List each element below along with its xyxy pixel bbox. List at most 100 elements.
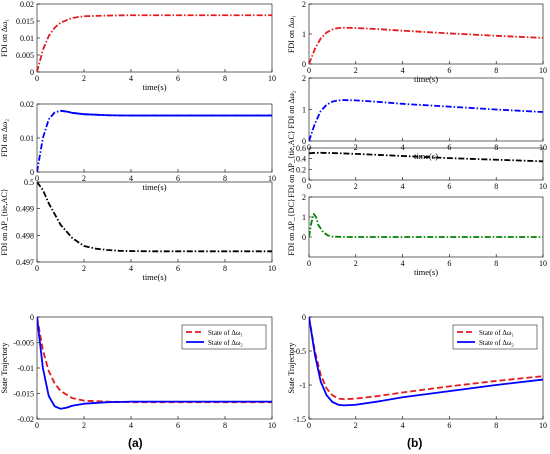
x-tick-label: 4 — [129, 264, 133, 273]
x-axis-label: time(s) — [414, 267, 438, 277]
y-tick-label: -1.5 — [293, 415, 306, 424]
series-line-1 — [309, 26, 543, 64]
y-tick-label: -0.5 — [293, 347, 306, 356]
x-axis-label: time(s) — [414, 151, 438, 161]
x-tick-label: 6 — [447, 259, 451, 268]
y-axis-label: FDI on ΔP_{tie,AC} — [287, 130, 296, 197]
y-tick-label: 1 — [302, 106, 306, 115]
x-tick-label: 6 — [176, 421, 180, 430]
legend-box — [181, 324, 267, 350]
y-tick-label: 1 — [302, 213, 306, 222]
y-tick-label: 0.499 — [16, 205, 34, 214]
x-tick-label: 8 — [223, 174, 227, 183]
y-tick-label: 0 — [302, 176, 306, 185]
x-tick-label: 8 — [494, 143, 498, 152]
plot-frame — [308, 196, 544, 258]
x-tick-label: 2 — [82, 174, 86, 183]
series-line-state-of-δω₁ — [309, 317, 543, 401]
y-tick-label: 0.01 — [20, 34, 34, 43]
y-axis-label: FDI on Δω₁ — [0, 19, 9, 57]
plot-frame — [308, 3, 544, 65]
y-tick-label: 0.2 — [296, 165, 306, 174]
y-axis-label: FDI on Δω₁ — [287, 15, 296, 53]
x-tick-label: 0 — [307, 66, 311, 75]
x-tick-label: 6 — [176, 264, 180, 273]
legend-label: State of Δω₂ — [208, 339, 243, 347]
panel-label-b: (b) — [407, 436, 423, 450]
x-tick-label: 4 — [129, 174, 133, 183]
y-axis-label: FDI on Δω₂ — [0, 119, 9, 157]
y-axis-label: State Trajectory — [0, 343, 9, 394]
chart-a1: 0 2 4 6 8 10 0 0.005 0.01 0.015 0.02 time(s) FDI on … — [0, 0, 276, 92]
x-tick-label: 6 — [447, 143, 451, 152]
chart-a4: 0 2 4 6 8 10 0 -0.005 -0.01 -0.015 -0.02 State Traj… — [0, 313, 276, 430]
x-tick-label: 6 — [447, 182, 451, 191]
x-tick-label: 0 — [307, 182, 311, 191]
y-axis-label: State Trajectory — [287, 343, 296, 394]
x-axis-label: time(s) — [414, 74, 438, 84]
y-tick-label: 2 — [302, 193, 306, 202]
x-tick-label: 4 — [401, 66, 405, 75]
x-tick-label: 8 — [223, 421, 227, 430]
x-tick-label: 6 — [447, 66, 451, 75]
y-tick-label: 0.498 — [16, 231, 34, 240]
legend-label: State of Δω₁ — [479, 329, 514, 337]
x-tick-label: 8 — [223, 264, 227, 273]
legend-label: State of Δω₂ — [479, 339, 514, 347]
x-tick-label: 10 — [268, 74, 276, 83]
y-tick-label: 2 — [302, 0, 306, 9]
y-tick-label: -0.02 — [17, 415, 34, 424]
series-line-1 — [309, 213, 543, 238]
y-tick-label: -0.005 — [13, 339, 34, 348]
x-tick-label: 4 — [129, 421, 133, 430]
series-line-1 — [37, 14, 272, 72]
x-tick-label: 2 — [354, 421, 358, 430]
x-tick-label: 0 — [35, 74, 39, 83]
plot-frame — [36, 3, 273, 73]
x-tick-label: 2 — [354, 182, 358, 191]
y-tick-label: 0.497 — [16, 258, 34, 267]
series-line-1 — [309, 151, 543, 163]
x-tick-label: 2 — [354, 66, 358, 75]
series-line-1 — [37, 182, 272, 253]
x-tick-label: 10 — [539, 259, 547, 268]
x-axis-label: time(s) — [142, 82, 166, 92]
x-tick-label: 10 — [539, 143, 547, 152]
y-tick-label: 1 — [302, 30, 306, 39]
y-tick-label: 0 — [302, 233, 306, 242]
x-tick-label: 2 — [82, 264, 86, 273]
x-tick-label: 10 — [268, 174, 276, 183]
y-tick-label: 0 — [30, 313, 34, 322]
x-tick-label: 2 — [354, 259, 358, 268]
x-tick-label: 2 — [354, 143, 358, 152]
series-line-1 — [309, 99, 543, 141]
x-tick-label: 10 — [268, 421, 276, 430]
series-line-1 — [37, 109, 272, 172]
x-tick-label: 0 — [307, 421, 311, 430]
y-tick-label: 0 — [302, 60, 306, 69]
x-tick-label: 0 — [307, 143, 311, 152]
x-tick-label: 10 — [539, 66, 547, 75]
y-tick-label: 0.6 — [296, 144, 306, 153]
x-tick-label: 8 — [494, 259, 498, 268]
plot-frame — [308, 316, 544, 420]
series-line-state-of-δω₂ — [309, 317, 543, 407]
y-tick-label: 2 — [302, 74, 306, 83]
y-tick-label: -1 — [299, 381, 306, 390]
plot-frame — [308, 147, 544, 181]
x-tick-label: 0 — [35, 264, 39, 273]
y-tick-label: 0.01 — [20, 134, 34, 143]
y-tick-label: 0 — [302, 137, 306, 146]
x-tick-label: 4 — [401, 143, 405, 152]
x-tick-label: 2 — [82, 74, 86, 83]
series-line-2 — [60, 109, 272, 117]
x-tick-label: 8 — [223, 74, 227, 83]
chart-b4: 0 2 4 6 8 10 0 1 2 time(s) FDI on ΔP_{DC} — [287, 193, 547, 277]
y-axis-label: FDI on ΔP_{tie,AC} — [0, 188, 9, 255]
x-tick-label: 8 — [494, 182, 498, 191]
x-tick-label: 4 — [401, 421, 405, 430]
x-tick-label: 10 — [268, 264, 276, 273]
panel-label-a: (a) — [128, 436, 143, 450]
